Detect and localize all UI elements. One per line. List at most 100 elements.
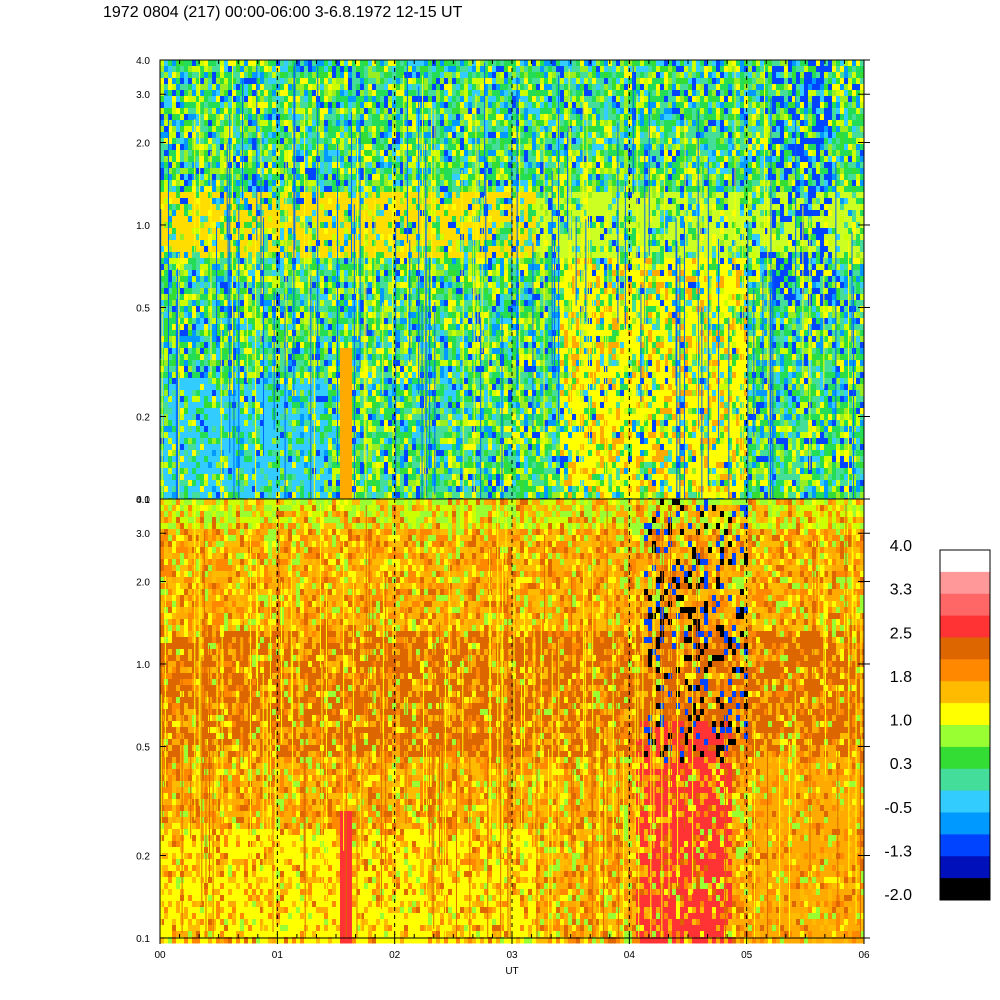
heatmap-cell [188, 222, 193, 229]
heatmap-cell [420, 60, 425, 67]
heatmap-cell [268, 372, 273, 379]
heatmap-cell [188, 420, 193, 427]
heatmap-cell [244, 162, 249, 169]
heatmap-cell [296, 414, 301, 421]
heatmap-cell [272, 222, 277, 229]
heatmap-cell [184, 276, 189, 283]
heatmap-cell [204, 108, 209, 115]
heatmap-cell [372, 120, 377, 127]
heatmap-cell [328, 330, 333, 337]
heatmap-cell [320, 444, 325, 451]
heatmap-cell [244, 186, 249, 193]
heatmap-cell [248, 300, 253, 307]
heatmap-cell [164, 228, 169, 235]
heatmap-cell [204, 462, 209, 469]
heatmap-cell [300, 246, 305, 253]
heatmap-cell [340, 234, 345, 241]
heatmap-cell [376, 366, 381, 373]
heatmap-cell [384, 120, 389, 127]
heatmap-cell [288, 408, 293, 415]
heatmap-cell [316, 180, 321, 187]
heatmap-cell [320, 378, 325, 385]
heatmap-cell [216, 366, 221, 373]
heatmap-cell [212, 324, 217, 331]
heatmap-cell [252, 210, 257, 217]
heatmap-cell [396, 186, 401, 193]
heatmap-cell [224, 414, 229, 421]
heatmap-cell [184, 300, 189, 307]
heatmap-cell [216, 204, 221, 211]
heatmap-cell [224, 102, 229, 109]
heatmap-cell [220, 234, 225, 241]
heatmap-cell [248, 288, 253, 295]
heatmap-cell [400, 408, 405, 415]
heatmap-cell [292, 408, 297, 415]
heatmap-cell [192, 180, 197, 187]
heatmap-cell [200, 216, 205, 223]
heatmap-cell [308, 144, 313, 151]
heatmap-cell [264, 192, 269, 199]
heatmap-cell [188, 216, 193, 223]
heatmap-cell [336, 444, 341, 451]
heatmap-cell [268, 474, 273, 481]
heatmap-cell [172, 492, 177, 499]
heatmap-cell [312, 78, 317, 85]
heatmap-cell [248, 330, 253, 337]
heatmap-cell [236, 222, 241, 229]
heatmap-cell [204, 156, 209, 163]
heatmap-cell [372, 336, 377, 343]
heatmap-cell [276, 450, 281, 457]
heatmap-cell [160, 138, 165, 145]
heatmap-cell [336, 330, 341, 337]
heatmap-cell [280, 174, 285, 181]
heatmap-cell [240, 432, 245, 439]
heatmap-cell [172, 420, 177, 427]
heatmap-cell [220, 186, 225, 193]
heatmap-cell [192, 264, 197, 271]
heatmap-cell [184, 216, 189, 223]
heatmap-cell [172, 318, 177, 325]
heatmap-cell [384, 270, 389, 277]
heatmap-cell [328, 120, 333, 127]
heatmap-cell [176, 66, 181, 73]
heatmap-cell [212, 342, 217, 349]
heatmap-cell [264, 366, 269, 373]
heatmap-cell [244, 174, 249, 181]
heatmap-cell [308, 438, 313, 445]
heatmap-cell [188, 312, 193, 319]
heatmap-cell [180, 222, 185, 229]
heatmap-cell [380, 108, 385, 115]
heatmap-cell [312, 156, 317, 163]
heatmap-cell [340, 384, 345, 391]
heatmap-cell [192, 348, 197, 355]
heatmap-cell [192, 444, 197, 451]
heatmap-cell [288, 204, 293, 211]
heatmap-cell [200, 180, 205, 187]
heatmap-cell [304, 318, 309, 325]
heatmap-cell [408, 84, 413, 91]
heatmap-cell [172, 384, 177, 391]
heatmap-cell [236, 114, 241, 121]
heatmap-cell [272, 258, 277, 265]
heatmap-cell [280, 468, 285, 475]
heatmap-cell [408, 384, 413, 391]
heatmap-cell [292, 486, 297, 493]
heatmap-cell [272, 120, 277, 127]
heatmap-cell [296, 84, 301, 91]
heatmap-cell [256, 246, 261, 253]
heatmap-cell [204, 222, 209, 229]
heatmap-cell [200, 348, 205, 355]
heatmap-cell [368, 216, 373, 223]
heatmap-cell [208, 276, 213, 283]
heatmap-cell [288, 270, 293, 277]
heatmap-cell [316, 342, 321, 349]
heatmap-cell [328, 162, 333, 169]
heatmap-cell [208, 186, 213, 193]
heatmap-cell [256, 432, 261, 439]
heatmap-cell [248, 264, 253, 271]
heatmap-cell [332, 180, 337, 187]
heatmap-cell [328, 312, 333, 319]
heatmap-cell [388, 96, 393, 103]
heatmap-cell [164, 468, 169, 475]
heatmap-cell [408, 120, 413, 127]
